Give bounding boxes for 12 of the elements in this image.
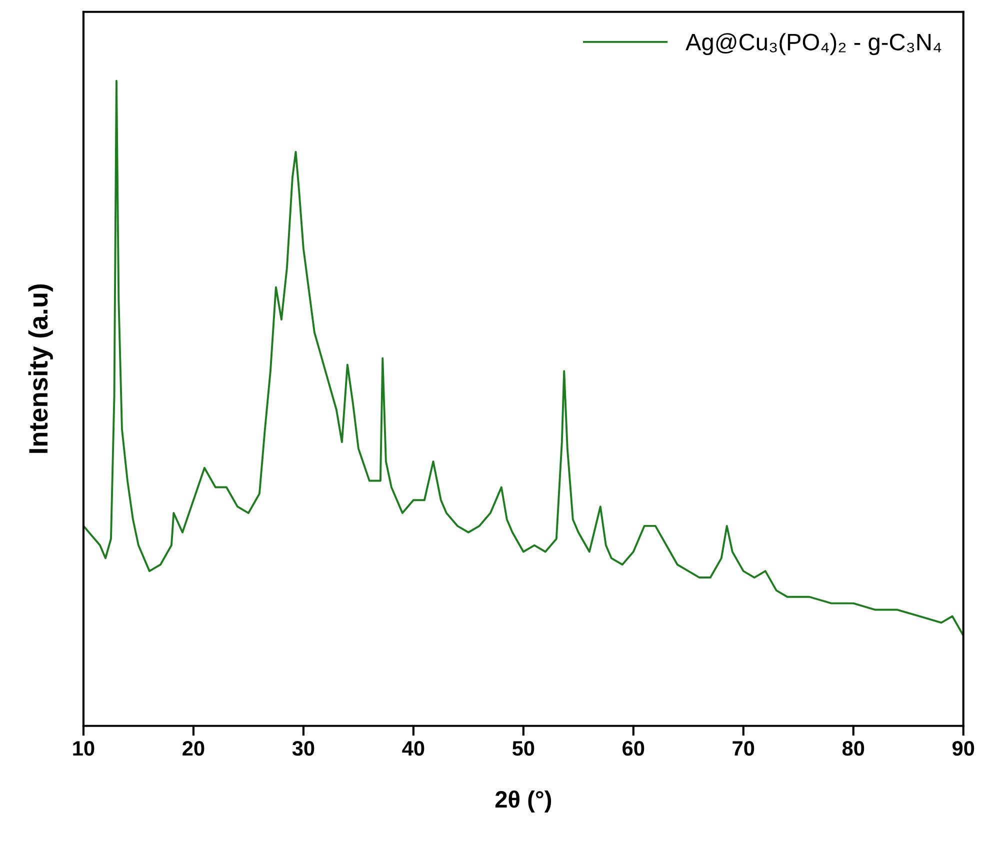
x-tick-label: 90 xyxy=(952,741,974,756)
x-tick-label: 60 xyxy=(622,741,644,756)
y-axis-title: Intensity (a.u) xyxy=(28,284,53,453)
x-axis-title: 2θ (°) xyxy=(495,790,552,812)
x-tick-label: 20 xyxy=(182,741,204,756)
x-tick-label: 10 xyxy=(73,741,94,756)
x-tick-label: 80 xyxy=(842,741,864,756)
x-tick-label: 70 xyxy=(732,741,754,756)
x-tick-label: 40 xyxy=(402,741,424,756)
x-tick-label: 50 xyxy=(512,741,534,756)
x-tick-label: 30 xyxy=(292,741,314,756)
legend-label: Ag@Cu₃(PO₄)₂ - g-C₃N₄ xyxy=(686,33,942,56)
